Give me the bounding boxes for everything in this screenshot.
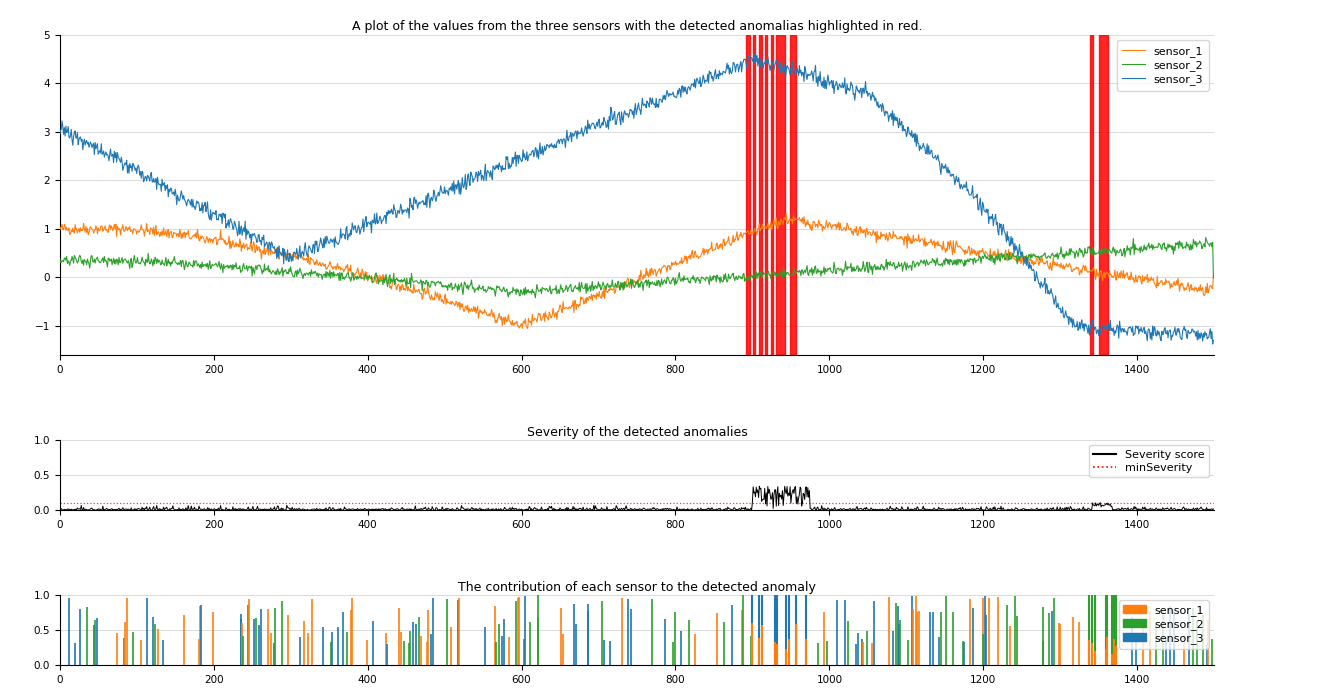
sensor_2 [709, 271, 725, 279]
sensor_3 [52, 130, 68, 139]
Line: sensor_1: sensor_1 [60, 214, 1213, 328]
Bar [790, 35, 796, 355]
sensor_2 [1198, 234, 1214, 242]
sensor_3 [141, 174, 157, 182]
sensor_1 [52, 223, 68, 231]
Title: The contribution of each sensor to the detected anomaly: The contribution of each sensor to the d… [458, 581, 816, 594]
sensor_3 [587, 120, 602, 128]
sensor_3 [709, 74, 725, 82]
Bar [754, 35, 755, 355]
Bar [746, 35, 750, 355]
sensor_1 [1205, 272, 1221, 280]
sensor_2 [527, 294, 543, 302]
Bar [776, 35, 784, 355]
sensor_2 [188, 256, 204, 265]
sensor_2 [587, 284, 602, 292]
sensor_3 [188, 202, 204, 211]
Bar [1099, 35, 1108, 355]
Legend: Severity score, minSeverity: Severity score, minSeverity [1089, 445, 1209, 477]
Bar [1091, 35, 1092, 355]
sensor_3 [541, 143, 557, 152]
Legend: sensor_1, sensor_2, sensor_3: sensor_1, sensor_2, sensor_3 [1117, 40, 1209, 91]
sensor_1 [587, 293, 602, 301]
sensor_1 [779, 210, 795, 218]
sensor_2 [541, 281, 557, 290]
Bar [759, 35, 762, 355]
Line: sensor_2: sensor_2 [60, 238, 1213, 298]
Bar [764, 35, 767, 355]
Title: A plot of the values from the three sensors with the detected anomalias highligh: A plot of the values from the three sens… [352, 21, 922, 33]
sensor_2 [52, 254, 68, 263]
Line: sensor_3: sensor_3 [60, 53, 1213, 344]
Title: Severity of the detected anomalies: Severity of the detected anomalies [527, 426, 747, 439]
Bar [771, 35, 774, 355]
sensor_2 [141, 257, 157, 265]
sensor_1 [541, 310, 557, 318]
sensor_3 [565, 130, 581, 138]
sensor_1 [520, 324, 536, 333]
sensor_3 [1205, 340, 1221, 348]
sensor_1 [709, 239, 725, 247]
sensor_1 [188, 229, 204, 237]
sensor_1 [141, 227, 157, 235]
sensor_2 [1205, 274, 1221, 282]
sensor_1 [565, 308, 581, 317]
Legend: sensor_1, sensor_2, sensor_3: sensor_1, sensor_2, sensor_3 [1119, 600, 1209, 649]
sensor_3 [1205, 336, 1221, 344]
sensor_3 [746, 49, 762, 58]
sensor_2 [565, 285, 581, 293]
